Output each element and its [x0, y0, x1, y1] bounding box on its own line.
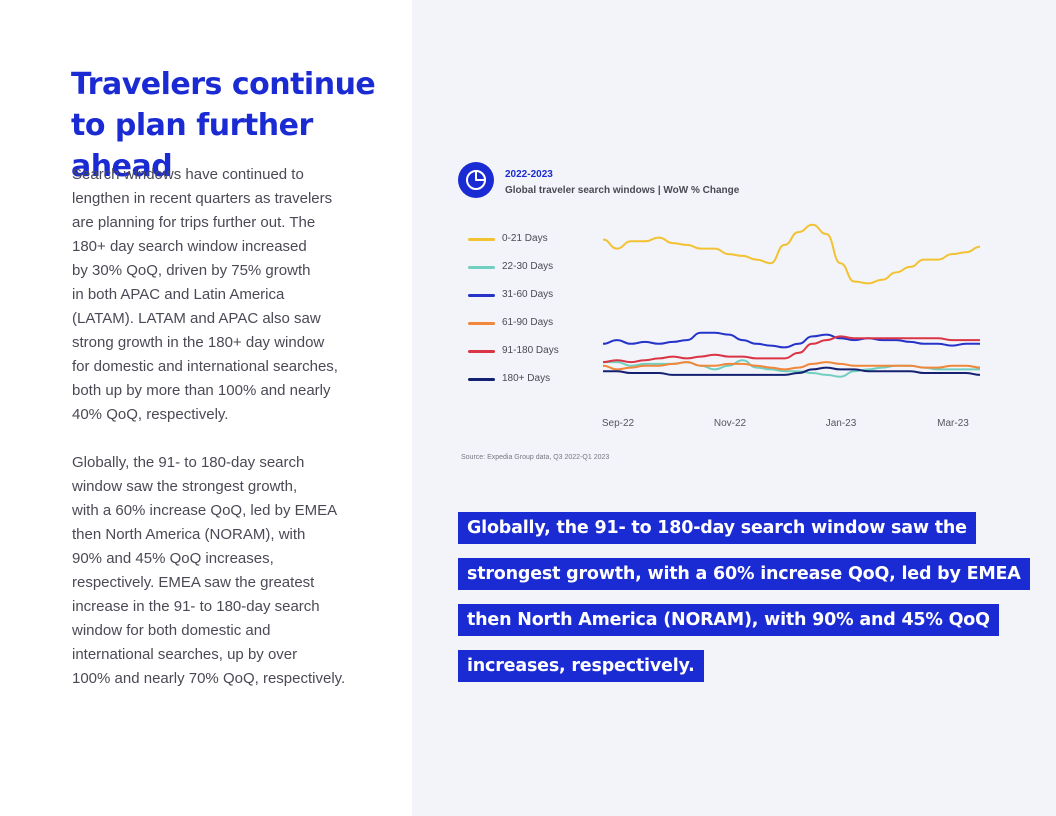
- legend-swatch: [468, 350, 495, 353]
- chart-subtitle: Global traveler search windows | WoW % C…: [505, 185, 740, 196]
- legend-swatch: [468, 322, 495, 325]
- callout-line: increases, respectively.: [458, 650, 704, 682]
- x-tick-label: Mar-23: [937, 418, 969, 429]
- pie-chart-icon: [458, 162, 494, 198]
- legend-label: 91-180 Days: [502, 345, 559, 356]
- x-tick-label: Jan-23: [826, 418, 857, 429]
- page-title: Travelers continue to plan further ahead: [71, 67, 376, 184]
- legend-swatch: [468, 294, 495, 297]
- legend-label: 31-60 Days: [502, 289, 554, 300]
- legend-swatch: [468, 238, 495, 241]
- x-tick-label: Nov-22: [714, 418, 747, 429]
- legend-label: 22-30 Days: [502, 261, 554, 272]
- callout-line: Globally, the 91- to 180-day search wind…: [458, 512, 976, 544]
- callout-line: then North America (NORAM), with 90% and…: [458, 604, 999, 636]
- series-line-0-21-days: [602, 223, 981, 285]
- callout-line: strongest growth, with a 60% increase Qo…: [458, 558, 1030, 590]
- source-note: Source: Expedia Group data, Q3 2022-Q1 2…: [461, 454, 610, 461]
- legend-label: 180+ Days: [502, 373, 551, 384]
- x-tick-label: Sep-22: [602, 418, 635, 429]
- legend-label: 0-21 Days: [502, 233, 548, 244]
- legend-swatch: [468, 378, 495, 381]
- line-chart: Sep-22 Nov-22 Jan-23 Mar-23: [602, 223, 981, 429]
- series-line-180-days: [603, 366, 981, 376]
- chart-title: 2022-2023: [505, 169, 553, 180]
- legend-label: 61-90 Days: [502, 317, 554, 328]
- body-paragraph-2: Globally, the 91- to 180-day search wind…: [72, 454, 346, 687]
- text-panel: Travelers continue to plan further ahead…: [0, 0, 412, 816]
- series-line-91-180-days: [602, 335, 980, 364]
- legend-swatch: [468, 266, 495, 269]
- series-line-61-90-days: [602, 361, 981, 371]
- callout-quote: Globally, the 91- to 180-day search wind…: [458, 508, 1030, 692]
- body-paragraph-1: Search windows have continued to lengthe…: [72, 166, 338, 423]
- series-line-31-60-days: [602, 331, 980, 349]
